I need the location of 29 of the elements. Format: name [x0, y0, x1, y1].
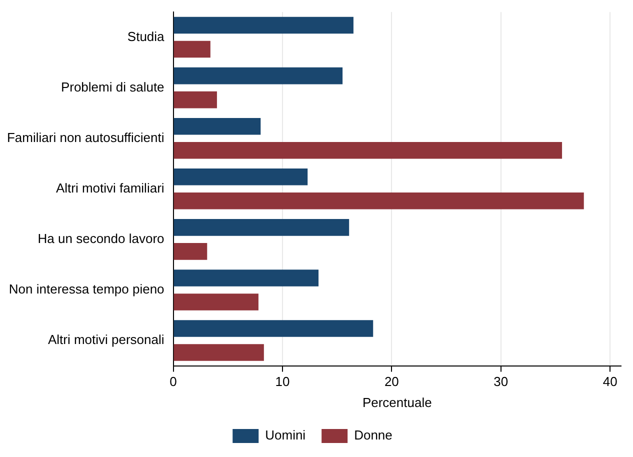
bar: [174, 192, 584, 210]
legend-label: Donne: [354, 428, 392, 443]
y-tick-label: Non interessa tempo pieno: [8, 282, 164, 297]
bar: [174, 219, 350, 236]
bar: [174, 142, 562, 159]
y-tick-label: Familiari non autosufficienti: [6, 130, 164, 145]
bar: [174, 67, 343, 84]
bar: [174, 320, 374, 337]
x-tick-label: 0: [170, 374, 177, 390]
x-axis-title: Percentuale: [362, 394, 432, 410]
y-tick-label: Studia: [127, 28, 166, 44]
y-tick-label: Ha un secondo lavoro: [38, 231, 164, 246]
bar: [174, 91, 217, 108]
bar: [174, 270, 319, 286]
bar: [174, 118, 261, 135]
bar: [174, 168, 308, 186]
bar: [174, 243, 208, 260]
x-tick-label: 40: [602, 374, 618, 390]
bar: [174, 294, 258, 310]
x-tick-label: 30: [494, 374, 508, 390]
bar: [174, 40, 210, 58]
y-tick-label: Altri motivi personali: [48, 332, 164, 348]
bar: [174, 344, 264, 361]
x-tick-label: 10: [275, 374, 290, 390]
y-tick-label: Problemi di salute: [60, 79, 164, 94]
bar: [174, 16, 354, 34]
y-tick-label: Altri motivi familiari: [56, 180, 164, 196]
legend-label: Uomini: [265, 428, 306, 443]
x-tick-label: 20: [384, 374, 399, 390]
